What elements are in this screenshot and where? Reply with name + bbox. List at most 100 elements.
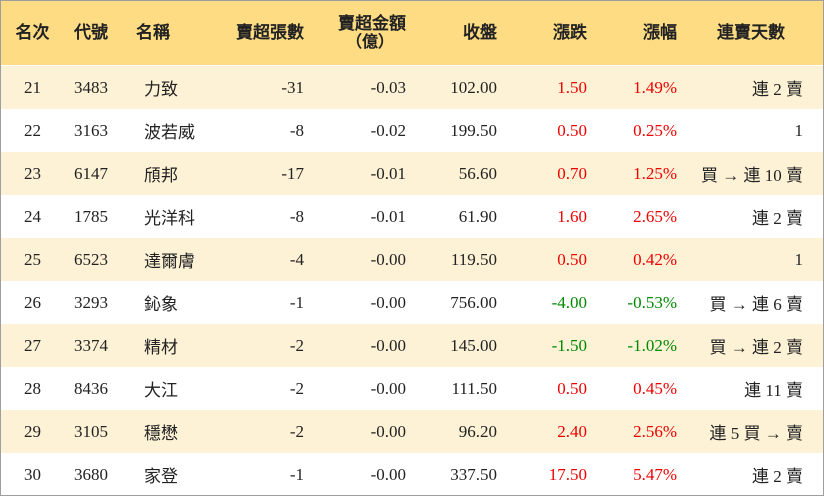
cell-change-pct: 2.56% bbox=[633, 421, 677, 441]
cell-close: 119.50 bbox=[450, 249, 497, 269]
header-code: 代號 bbox=[74, 22, 108, 42]
cell-sell-lots: -2 bbox=[289, 421, 304, 441]
header-sell-amount-unit: （億） bbox=[345, 33, 394, 51]
cell-change: 2.40 bbox=[557, 421, 587, 441]
cell-change-pct: 0.45% bbox=[633, 378, 677, 398]
cell-change: 0.50 bbox=[557, 249, 587, 269]
header-streak: 連賣天數 bbox=[717, 22, 785, 42]
cell-sell-amount: -0.01 bbox=[370, 163, 406, 183]
cell-sell-amount: -0.00 bbox=[370, 249, 406, 269]
cell-streak: 連 2 賣 bbox=[752, 467, 803, 486]
table-row: 21 3483 力致 -31 -0.03 102.00 1.50 1.49% 連 2 賣 bbox=[1, 66, 823, 109]
cell-streak: 連 2 賣 bbox=[752, 209, 803, 228]
cell-code: 6147 bbox=[74, 163, 108, 183]
cell-change: -1.50 bbox=[551, 335, 587, 355]
cell-code: 3680 bbox=[74, 464, 108, 484]
cell-sell-amount: -0.00 bbox=[370, 292, 406, 312]
cell-code: 3163 bbox=[74, 120, 108, 140]
header-change-pct: 漲幅 bbox=[643, 22, 677, 42]
table-row: 26 3293 鈊象 -1 -0.00 756.00 -4.00 -0.53% 買 → 連 6 … bbox=[1, 281, 823, 324]
cell-rank: 28 bbox=[24, 378, 41, 398]
cell-rank: 30 bbox=[24, 464, 41, 484]
cell-sell-lots: -8 bbox=[289, 120, 304, 140]
header-sell-amount: 賣超金額 （億） bbox=[304, 1, 406, 65]
cell-close: 61.90 bbox=[458, 206, 497, 226]
cell-code: 8436 bbox=[74, 378, 108, 398]
cell-streak: 連 5 買 → 賣 bbox=[709, 424, 804, 443]
cell-change: 17.50 bbox=[548, 464, 587, 484]
cell-change-pct: 1.49% bbox=[633, 77, 677, 97]
cell-streak: 買 → 連 6 賣 bbox=[709, 295, 804, 314]
cell-streak: 買 → 連 2 賣 bbox=[709, 338, 804, 357]
cell-name: 穩懋 bbox=[144, 424, 178, 443]
cell-sell-lots: -31 bbox=[281, 77, 304, 97]
cell-name: 力致 bbox=[144, 80, 178, 99]
cell-sell-amount: -0.03 bbox=[370, 77, 406, 97]
header-change: 漲跌 bbox=[553, 22, 587, 42]
cell-name: 家登 bbox=[144, 467, 178, 486]
table-row: 30 3680 家登 -1 -0.00 337.50 17.50 5.47% 連 2 賣 bbox=[1, 453, 823, 496]
table-row: 23 6147 頎邦 -17 -0.01 56.60 0.70 1.25% 買 → 連 10 賣 bbox=[1, 152, 823, 195]
cell-streak: 連 2 賣 bbox=[752, 80, 803, 99]
cell-change-pct: 1.25% bbox=[633, 163, 677, 183]
cell-sell-lots: -4 bbox=[289, 249, 304, 269]
header-sell-lots: 賣超張數 bbox=[236, 22, 304, 42]
cell-name: 達爾膚 bbox=[144, 252, 195, 271]
cell-change-pct: 5.47% bbox=[633, 464, 677, 484]
cell-change: 0.50 bbox=[557, 378, 587, 398]
cell-close: 337.50 bbox=[450, 464, 497, 484]
cell-sell-amount: -0.00 bbox=[370, 378, 406, 398]
header-close: 收盤 bbox=[463, 22, 497, 42]
cell-sell-lots: -1 bbox=[289, 292, 304, 312]
cell-sell-amount: -0.01 bbox=[370, 206, 406, 226]
cell-change-pct: 0.25% bbox=[633, 120, 677, 140]
cell-name: 波若威 bbox=[144, 123, 195, 142]
cell-close: 102.00 bbox=[450, 77, 497, 97]
cell-rank: 26 bbox=[24, 292, 41, 312]
table-body: 21 3483 力致 -31 -0.03 102.00 1.50 1.49% 連 2 賣 22 31… bbox=[1, 66, 823, 496]
cell-sell-lots: -1 bbox=[289, 464, 304, 484]
header-rank: 名次 bbox=[15, 22, 50, 42]
cell-streak: 1 bbox=[794, 249, 804, 269]
table-row: 24 1785 光洋科 -8 -0.01 61.90 1.60 2.65% 連 2 賣 bbox=[1, 195, 823, 238]
cell-code: 3374 bbox=[74, 335, 108, 355]
cell-sell-amount: -0.02 bbox=[370, 120, 406, 140]
cell-streak: 買 → 連 10 賣 bbox=[701, 166, 803, 185]
table-row: 27 3374 精材 -2 -0.00 145.00 -1.50 -1.02% 買 → 連 2 … bbox=[1, 324, 823, 367]
cell-close: 111.50 bbox=[451, 378, 498, 398]
table-row: 29 3105 穩懋 -2 -0.00 96.20 2.40 2.56% 連 5 買 → 賣 bbox=[1, 410, 823, 453]
cell-change: -4.00 bbox=[551, 292, 587, 312]
cell-close: 756.00 bbox=[450, 292, 497, 312]
cell-close: 56.60 bbox=[458, 163, 497, 183]
cell-rank: 24 bbox=[24, 206, 41, 226]
table-row: 22 3163 波若威 -8 -0.02 199.50 0.50 0.25% 1 bbox=[1, 109, 823, 152]
cell-sell-amount: -0.00 bbox=[370, 421, 406, 441]
cell-change-pct: 2.65% bbox=[633, 206, 677, 226]
cell-rank: 27 bbox=[24, 335, 41, 355]
cell-close: 145.00 bbox=[450, 335, 497, 355]
header-sell-amount-label: 賣超金額 bbox=[338, 13, 406, 33]
cell-rank: 23 bbox=[24, 163, 41, 183]
cell-change-pct: 0.42% bbox=[633, 249, 677, 269]
cell-code: 3293 bbox=[74, 292, 108, 312]
cell-name: 頎邦 bbox=[144, 166, 178, 185]
cell-sell-amount: -0.00 bbox=[370, 464, 406, 484]
cell-code: 3483 bbox=[74, 77, 108, 97]
cell-streak: 1 bbox=[794, 120, 804, 140]
cell-name: 大江 bbox=[144, 381, 178, 400]
cell-code: 3105 bbox=[74, 421, 108, 441]
cell-change: 1.60 bbox=[557, 206, 587, 226]
cell-change-pct: -1.02% bbox=[627, 335, 677, 355]
cell-change: 0.70 bbox=[557, 163, 587, 183]
cell-close: 199.50 bbox=[450, 120, 497, 140]
cell-rank: 22 bbox=[24, 120, 41, 140]
table-row: 25 6523 達爾膚 -4 -0.00 119.50 0.50 0.42% 1 bbox=[1, 238, 823, 281]
cell-streak: 連 11 賣 bbox=[744, 381, 803, 400]
cell-code: 1785 bbox=[74, 206, 108, 226]
cell-name: 精材 bbox=[144, 338, 178, 357]
cell-name: 鈊象 bbox=[144, 295, 178, 314]
cell-change: 0.50 bbox=[557, 120, 587, 140]
cell-close: 96.20 bbox=[458, 421, 497, 441]
cell-rank: 29 bbox=[24, 421, 41, 441]
